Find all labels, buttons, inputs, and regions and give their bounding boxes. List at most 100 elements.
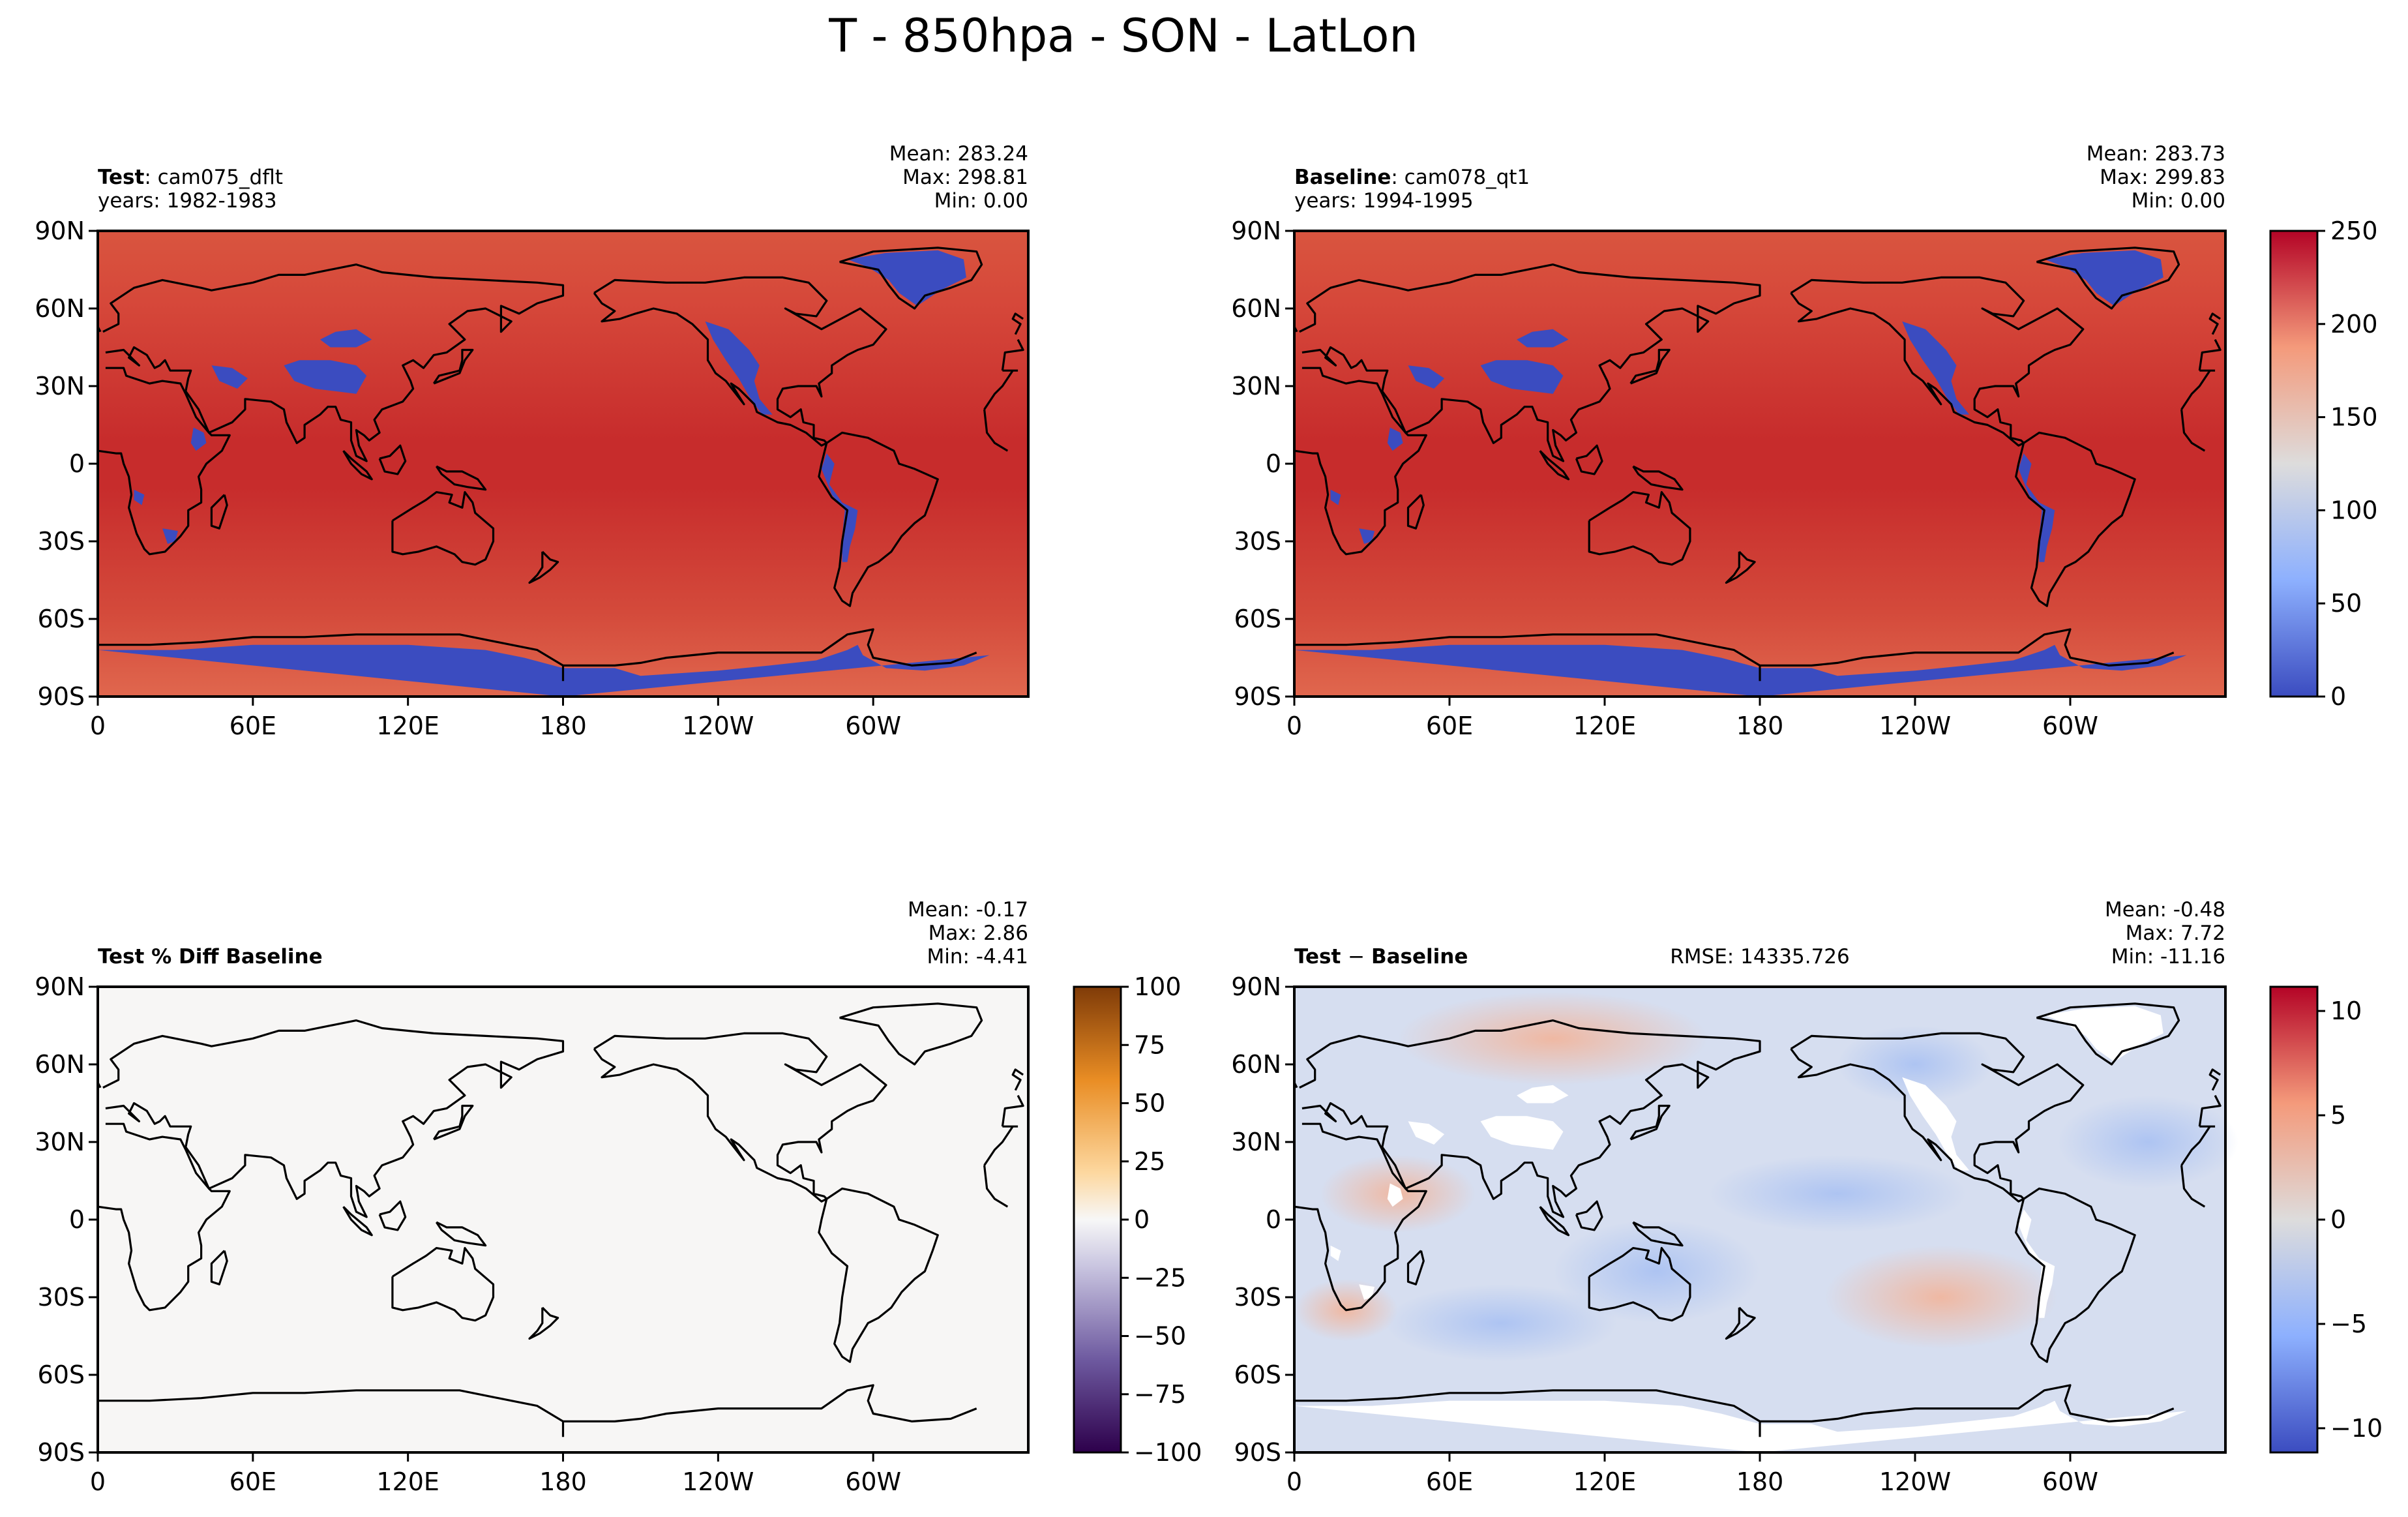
masked-region-iran [1408,365,1445,389]
panel-years: years: 1982-1983 [98,189,277,213]
stat-mean: Mean: -0.48 [2105,898,2225,922]
cool-anomaly-patch [2057,1095,2238,1189]
lon-tick-label: 120W [1879,1467,1951,1496]
masked-region-antarcticIce [1294,644,2187,697]
colorbar-tick-label: 100 [1134,972,1182,1001]
coastline-southAmerica [818,1187,939,1363]
lat-tick-label: 90S [1234,682,1281,711]
lat-tick-label: 60N [1231,1050,1281,1079]
panel-case-label: Baseline: cam078_qt1 [1294,166,1530,189]
lat-tick-label: 60N [35,294,85,323]
lon-tick-label: 120E [1573,1467,1637,1496]
coastline-greenland [839,1002,983,1066]
masked-region-southernAfrica [1359,528,1375,544]
masked-region-angola [1330,1245,1341,1261]
lon-tick-label: 120W [1879,712,1951,740]
lat-tick-label: 30N [1231,1128,1281,1156]
lat-tick-label: 60N [1231,294,1281,323]
coastline-newZealand [1725,550,1756,584]
masked-region-ethiopia [190,427,207,451]
masked-region-angola [134,489,145,505]
coastline-borneo [378,444,407,475]
lat-tick-label: 90N [35,972,85,1001]
coastline-sumatra [1539,450,1570,481]
coastline-newGuinea [1632,465,1684,491]
masked-region-southernAfrica [162,528,178,544]
coastline-greenland [839,247,983,310]
lon-tick-label: 0 [1286,1467,1302,1496]
coastline-australia [1588,491,1691,566]
stat-max: Max: 7.72 [2126,922,2225,945]
lon-tick-label: 60W [845,712,901,740]
coastline-northAmerica [1790,276,2085,447]
coastline-japan [432,1104,474,1141]
masked-region-iran [1408,1121,1445,1145]
coastline-australia [391,1247,495,1322]
panel-rmse: RMSE: 14335.726 [1670,945,1850,969]
coastline-borneo [1575,1200,1603,1231]
lat-tick-label: 30S [1234,527,1281,556]
stat-max: Max: 298.81 [902,166,1028,189]
lon-tick-label: 120E [376,712,439,740]
masked-region-ethiopia [1387,427,1403,451]
masked-region-ethiopia [1387,1183,1403,1207]
stat-min: Min: 0.00 [934,189,1028,213]
coastline-africa [1294,367,2211,556]
lat-tick-label: 0 [1266,1205,1281,1234]
coastline-eurasia [1299,263,2222,462]
lat-tick-label: 0 [1266,449,1281,478]
masked-region-southernAfrica [1359,1284,1375,1300]
coastline-newGuinea [435,465,487,491]
coastline-greenland [2036,247,2180,310]
lon-tick-label: 120W [682,1467,754,1496]
stat-max: Max: 2.86 [929,922,1028,945]
coastline-northAmerica [1790,1032,2085,1203]
coastline-madagascar [1406,1250,1425,1285]
coastline-antarctica [98,628,977,682]
colorbar-tick-label: −75 [1134,1380,1186,1409]
coastline-southAmerica [2015,1187,2136,1363]
coastline-borneo [378,1200,407,1231]
lon-tick-label: 0 [1286,712,1302,740]
coastline-eurasia [1299,1019,2222,1218]
colorbar [2269,230,2319,698]
cool-anomaly-patch [1837,1025,1993,1104]
stat-max: Max: 299.83 [2100,166,2225,189]
lon-tick-label: 60E [230,1467,276,1496]
masked-region-angola [1330,489,1341,505]
lat-tick-label: 90N [1231,217,1281,245]
lon-tick-label: 60W [845,1467,901,1496]
colorbar-tick-label: 200 [2330,310,2378,338]
colorbar-tick-label: −5 [2330,1310,2367,1338]
coastline-japan [1629,1104,1671,1141]
colorbar [1073,985,1122,1454]
colorbar-tick-label: 5 [2330,1101,2346,1130]
masked-region-antarcticIce [98,644,990,697]
lon-tick-label: 120E [376,1467,439,1496]
masked-region-rockies [1902,321,1970,415]
coastline-borneo [1575,444,1603,475]
stat-mean: Mean: -0.17 [908,898,1028,922]
colorbar-tick-label: 10 [2330,997,2362,1025]
coastline-eurasia [102,1019,1024,1218]
lat-tick-label: 60S [38,605,85,633]
masked-region-rockies [705,321,773,415]
field-background [98,987,1028,1452]
lon-tick-label: 60E [1426,1467,1473,1496]
stat-min: Min: -11.16 [2111,945,2225,969]
masked-region-mongolia [320,329,372,348]
coastline-greenland [2036,1002,2180,1066]
colorbar-tick-label: −25 [1134,1263,1186,1292]
lat-tick-label: 30N [35,372,85,400]
coastline-sumatra [342,1206,373,1237]
coastline-eurasia [102,263,1024,462]
colorbar-tick-label: 0 [2330,1205,2346,1234]
colorbar-tick-label: 75 [1134,1030,1165,1059]
coastline-madagascar [210,494,228,530]
masked-region-antarcticIce [1294,1400,2187,1452]
lat-tick-label: 90N [35,217,85,245]
lat-tick-label: 30S [38,527,85,556]
